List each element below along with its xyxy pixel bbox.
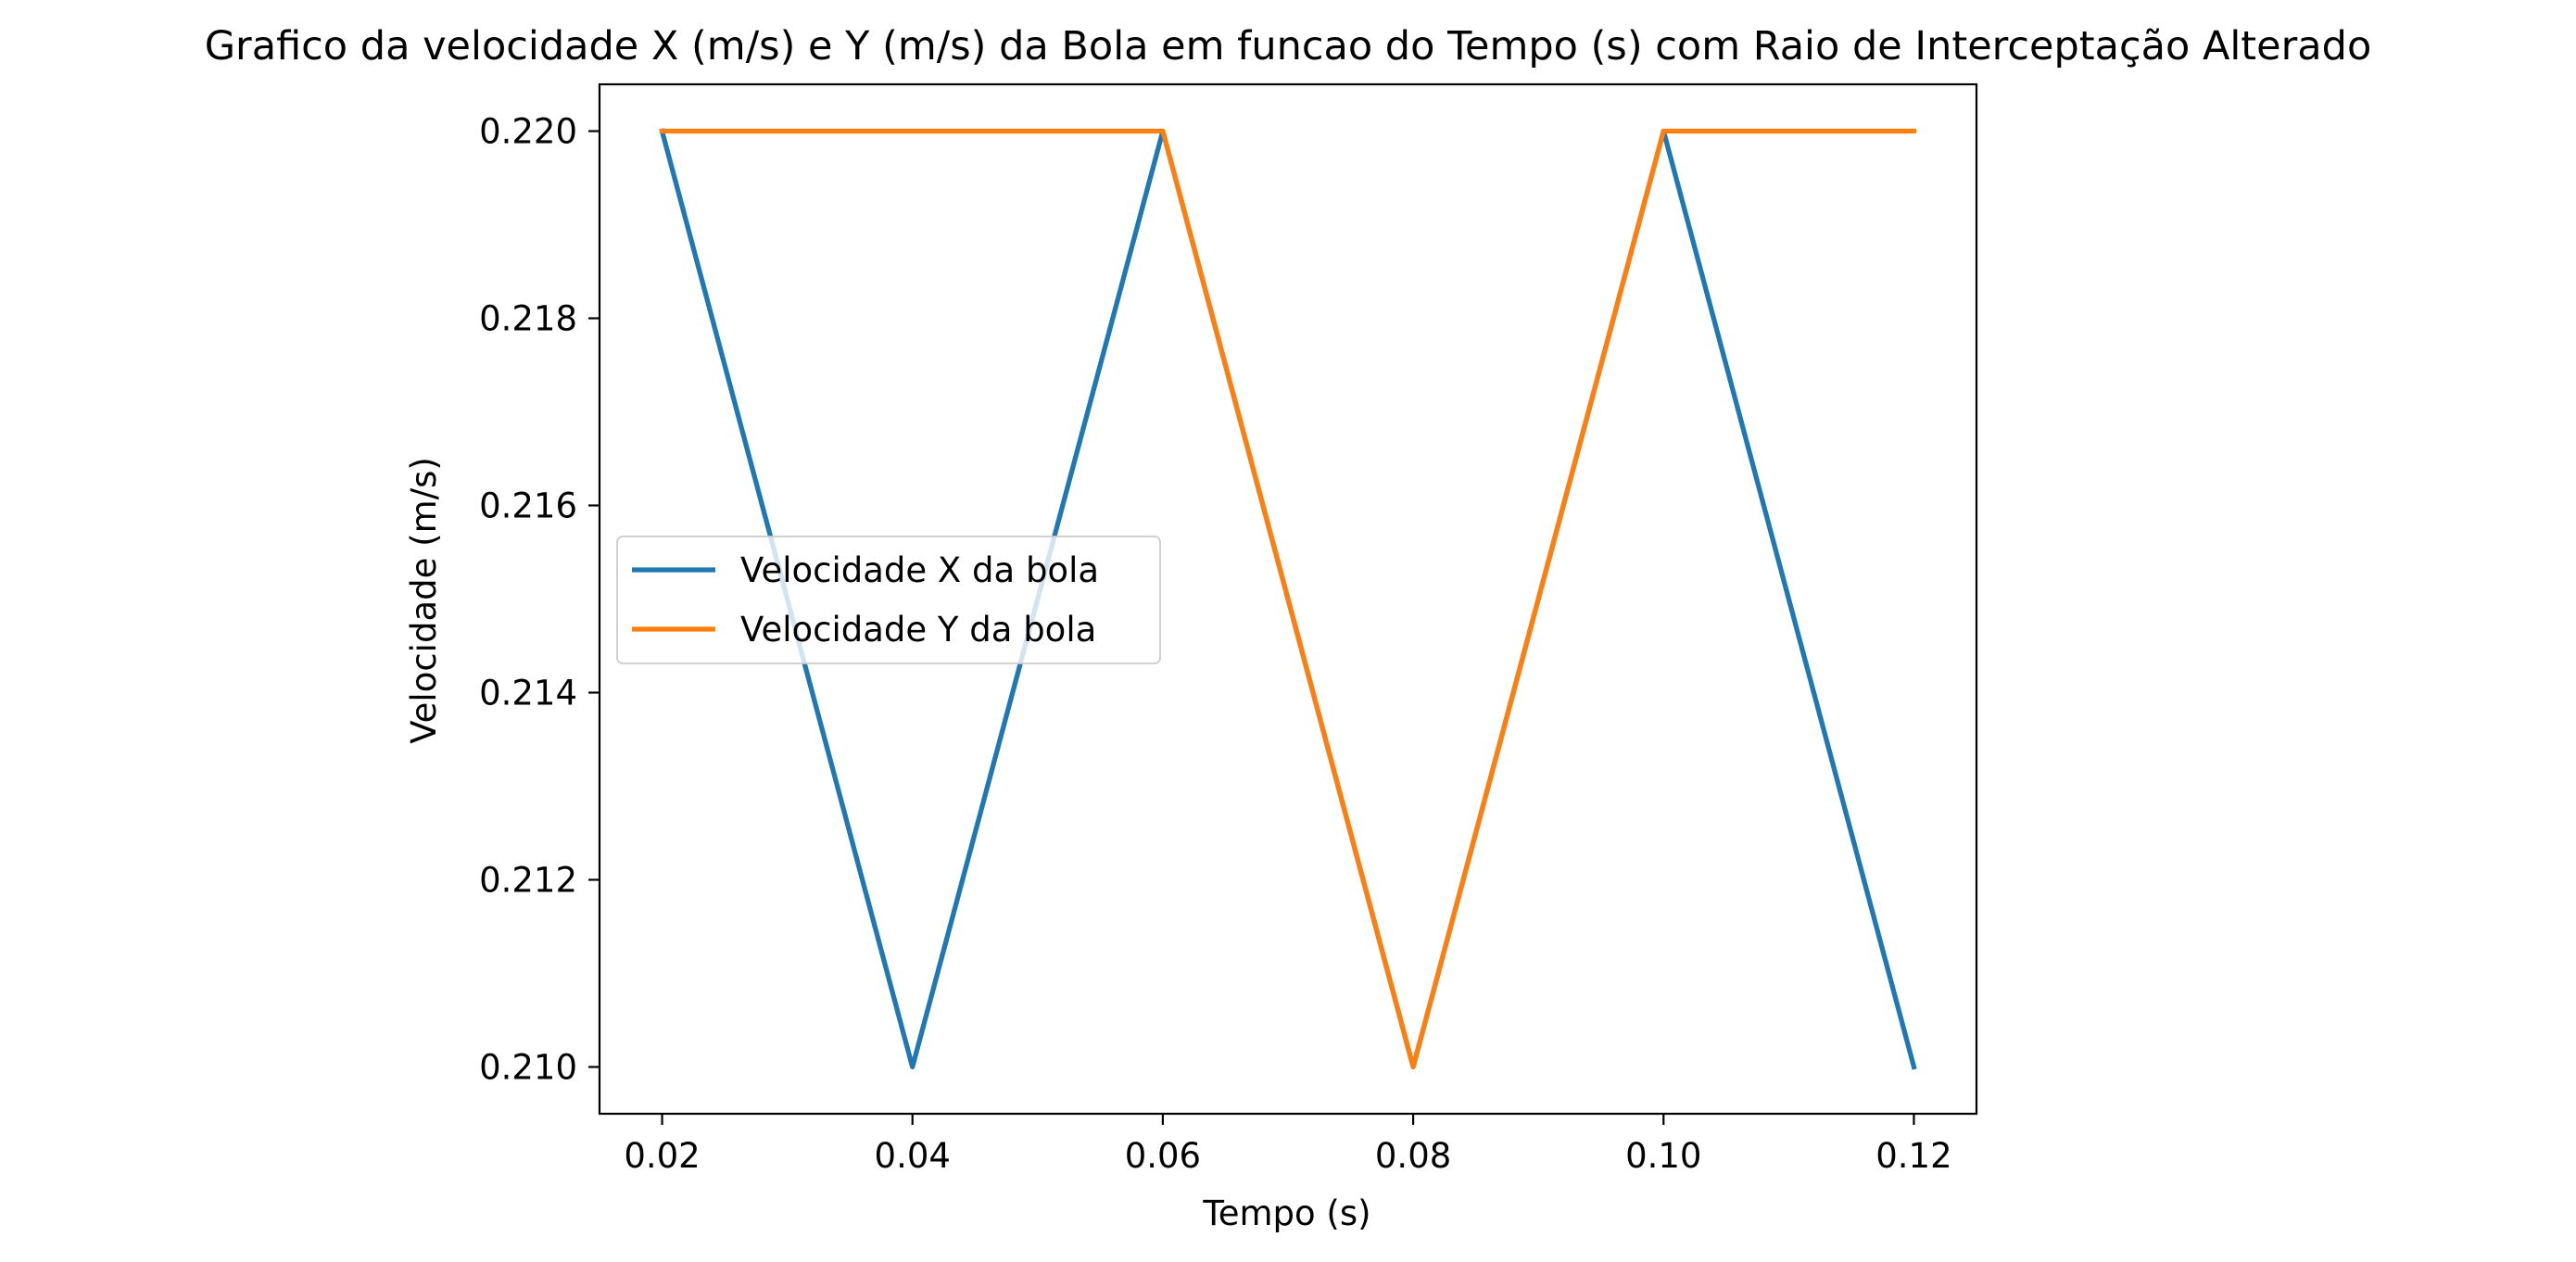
series-line-velocidade-y [659,128,1917,1070]
y-tick-label: 0.218 [479,299,577,339]
y-tick-label: 0.214 [479,674,577,713]
plot-area: 0.02 0.04 0.06 0.08 0.10 0.12 0.210 0.212 0.214 0… [479,82,1978,1176]
plot-frame [598,82,1978,1116]
legend-entry: Velocidade X da bola [740,550,1099,590]
x-tick-label: 0.06 [1125,1136,1201,1176]
x-tick-label: 0.12 [1875,1136,1951,1176]
x-tick-label: 0.04 [875,1136,951,1176]
x-axis-label: Tempo (s) [1202,1193,1370,1233]
x-tick-label: 0.10 [1625,1136,1701,1176]
x-tick-label: 0.08 [1375,1136,1451,1176]
y-tick-label: 0.216 [479,486,577,526]
y-tick-label: 0.220 [479,112,577,152]
chart-title: Grafico da velocidade X (m/s) e Y (m/s) … [205,23,2372,69]
legend-entry: Velocidade Y da bola [740,610,1096,650]
y-axis-label: Velocidade (m/s) [404,457,444,744]
legend: Velocidade X da bola Velocidade Y da bola [616,536,1161,664]
y-tick-label: 0.212 [479,861,577,901]
legend-box [616,536,1161,664]
y-tick-label: 0.210 [479,1048,577,1088]
x-tick-label: 0.02 [624,1136,700,1176]
